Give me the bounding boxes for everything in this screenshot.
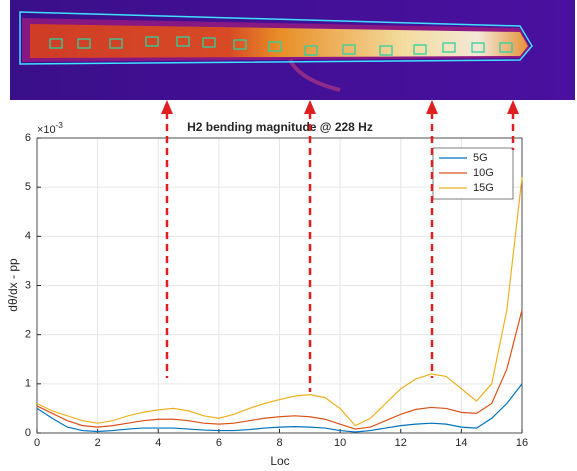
legend-label: 10G — [473, 167, 494, 179]
x-tick-label: 0 — [34, 437, 40, 449]
thermal-image — [10, 0, 575, 100]
y-tick-label: 5 — [25, 181, 31, 193]
x-tick-label: 2 — [95, 437, 101, 449]
chart-title: H2 bending magnitude @ 228 Hz — [187, 120, 373, 134]
y-tick-label: 6 — [25, 132, 31, 144]
y-tick-label: 1 — [25, 378, 31, 390]
y-tick-label: 3 — [25, 279, 31, 291]
x-tick-label: 14 — [455, 437, 467, 449]
multiplier-base: ×10 — [37, 124, 56, 136]
x-tick-label: 10 — [334, 437, 346, 449]
x-tick-label: 8 — [276, 437, 282, 449]
y-multiplier: ×10-3 — [37, 121, 63, 136]
y-tick-label: 4 — [25, 230, 31, 242]
multiplier-exponent: -3 — [56, 121, 64, 130]
x-tick-label: 4 — [155, 437, 161, 449]
x-tick-label: 6 — [216, 437, 222, 449]
y-tick-label: 0 — [25, 427, 31, 439]
legend: 5G 10G 15G — [433, 148, 513, 199]
x-axis-label: Loc — [270, 454, 289, 468]
legend-label: 15G — [473, 182, 494, 194]
figure: H2 bending magnitude @ 228 Hz Loc dθ/dx … — [0, 0, 577, 471]
y-axis-label: dθ/dx - pp — [6, 258, 20, 312]
x-tick-label: 12 — [395, 437, 407, 449]
x-tick-label: 16 — [516, 437, 528, 449]
y-tick-label: 2 — [25, 329, 31, 341]
legend-label: 5G — [473, 152, 488, 164]
